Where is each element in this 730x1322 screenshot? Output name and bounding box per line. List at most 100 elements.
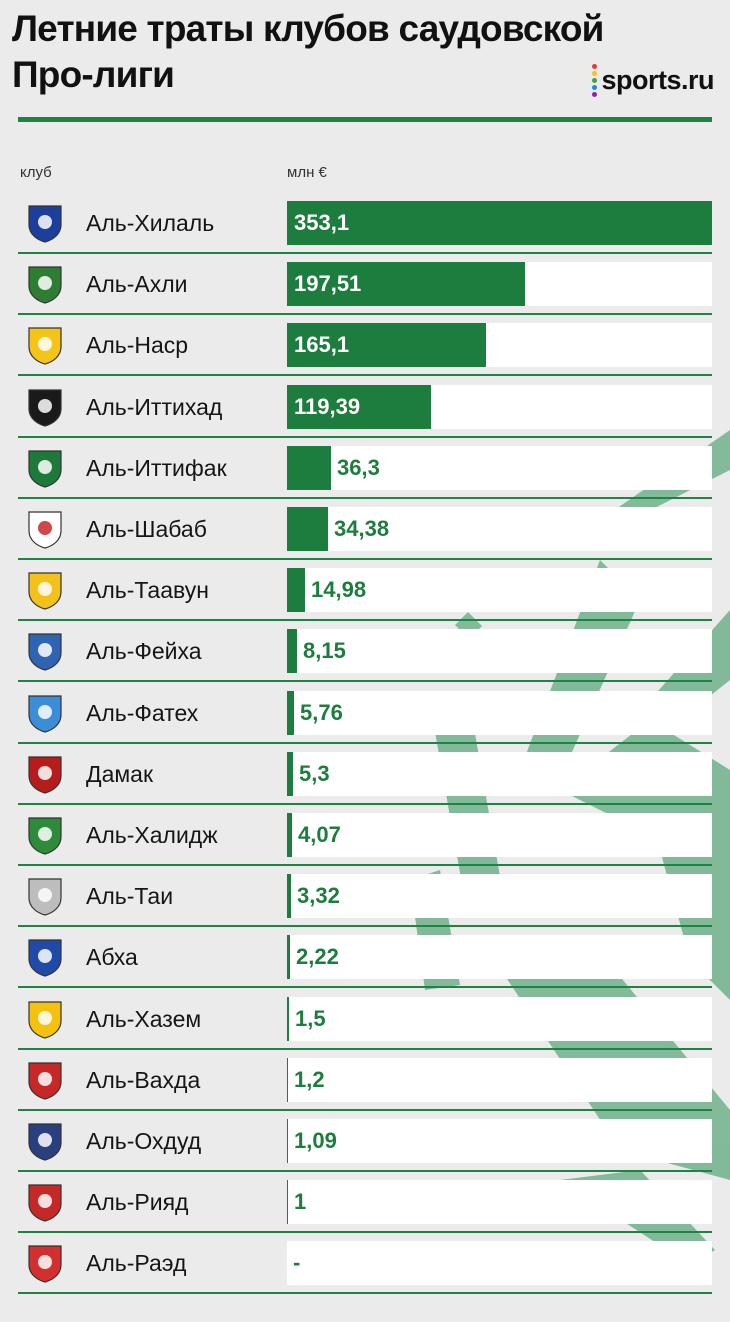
row-separator: [18, 374, 712, 376]
club-name: Аль-Ахли: [86, 271, 188, 297]
club-logo-icon: [28, 1001, 62, 1039]
row-separator: [18, 252, 712, 254]
bar: [287, 568, 305, 612]
club-name: Аль-Фейха: [86, 638, 202, 664]
row-separator: [18, 803, 712, 805]
bar-value-label: 197,51: [294, 271, 362, 296]
bar: [287, 507, 328, 551]
bar-track: [287, 813, 712, 857]
club-name: Аль-Хазем: [86, 1006, 202, 1032]
club-name: Аль-Таи: [86, 883, 174, 909]
club-name: Аль-Фатех: [86, 700, 199, 726]
bar-track: [287, 997, 712, 1041]
bar-track: [287, 446, 712, 490]
brand-dot: [592, 64, 598, 69]
title-rule: [18, 117, 712, 122]
club-logo-icon: [28, 1062, 62, 1100]
club-name: Аль-Хилаль: [86, 210, 215, 236]
club-name: Аль-Таавун: [86, 577, 209, 603]
club-name: Аль-Вахда: [86, 1067, 201, 1093]
club-logo-icon: [28, 1184, 62, 1222]
brand-logo: sports.ru: [592, 64, 714, 97]
bar-track: [287, 1058, 712, 1102]
club-logo-icon: [28, 389, 62, 427]
row-separator: [18, 742, 712, 744]
club-name: Аль-Иттихад: [86, 394, 223, 420]
bar-value-label: 119,39: [294, 394, 361, 419]
bar-track: [287, 1180, 712, 1224]
bar-value-label: 1,2: [294, 1067, 325, 1092]
bar-value-label: 1,5: [295, 1006, 326, 1031]
bar-value-label: 8,15: [303, 638, 346, 663]
bar-track: [287, 874, 712, 918]
bar-value-label: 165,1: [294, 332, 350, 357]
bar-track: [287, 691, 712, 735]
row-separator: [18, 436, 712, 438]
bar-value-label: 3,32: [297, 883, 340, 908]
club-logo-icon: [28, 511, 62, 549]
bar-value-label: 1,09: [294, 1128, 337, 1153]
row-separator: [18, 1170, 712, 1172]
bar-value-label: 5,76: [300, 700, 343, 725]
row-separator: [18, 1231, 712, 1233]
bar: [287, 629, 297, 673]
bar-value-label: 5,3: [299, 761, 330, 786]
club-logo-icon: [28, 266, 62, 304]
brand-dot: [592, 92, 598, 97]
club-logo-icon: [28, 1245, 62, 1283]
row-separator: [18, 619, 712, 621]
page-title: Летние траты клубов саудовской Про-лиги: [12, 8, 604, 95]
bar-track: [287, 1119, 712, 1163]
club-logo-icon: [28, 450, 62, 488]
bar: [287, 997, 289, 1041]
bar: [287, 813, 292, 857]
club-logo-icon: [28, 205, 62, 243]
bar-track: [287, 935, 712, 979]
row-separator: [18, 925, 712, 927]
bar: [287, 201, 712, 245]
club-name: Аль-Наср: [86, 332, 189, 358]
bar: [287, 874, 291, 918]
bar: [287, 935, 290, 979]
row-separator: [18, 1109, 712, 1111]
column-header-club: клуб: [20, 164, 52, 181]
club-logo-icon: [28, 817, 62, 855]
column-header-unit: млн €: [287, 164, 327, 181]
bar-track: [287, 629, 712, 673]
club-name: Абха: [86, 944, 138, 970]
row-separator: [18, 864, 712, 866]
bar-value-label: 4,07: [298, 822, 341, 847]
bar-track: [287, 568, 712, 612]
bar: [287, 1058, 288, 1102]
bar: [287, 1119, 288, 1163]
club-logo-icon: [28, 633, 62, 671]
bar: [287, 323, 486, 367]
club-logo-icon: [28, 572, 62, 610]
brand-dot: [592, 71, 598, 76]
bar-track: [287, 507, 712, 551]
club-name: Дамак: [86, 761, 154, 787]
bar: [287, 691, 294, 735]
brand-dot: [592, 78, 598, 83]
bar-track: [287, 752, 712, 796]
club-name: Аль-Раэд: [86, 1250, 187, 1276]
bar-chart: Аль-Хилаль 353,1 Аль-Ахли 197,51 Аль-Наср 165…: [18, 0, 712, 1322]
bar-value-label: -: [293, 1250, 301, 1275]
brand-dots-icon: [592, 64, 598, 97]
bar-value-label: 353,1: [294, 210, 350, 235]
bar: [287, 752, 293, 796]
bar: [287, 385, 431, 429]
row-separator: [18, 313, 712, 315]
club-logo-icon: [28, 878, 62, 916]
row-separator: [18, 497, 712, 499]
bar-value-label: 36,3: [337, 455, 380, 480]
club-logo-icon: [28, 327, 62, 365]
row-separator: [18, 558, 712, 560]
club-logo-icon: [28, 1123, 62, 1161]
brand-name: sports.ru: [601, 65, 714, 95]
club-name: Аль-Шабаб: [86, 516, 207, 542]
club-logo-icon: [28, 756, 62, 794]
bar-value-label: 2,22: [296, 944, 339, 969]
row-separator: [18, 1292, 712, 1294]
row-separator: [18, 1048, 712, 1050]
